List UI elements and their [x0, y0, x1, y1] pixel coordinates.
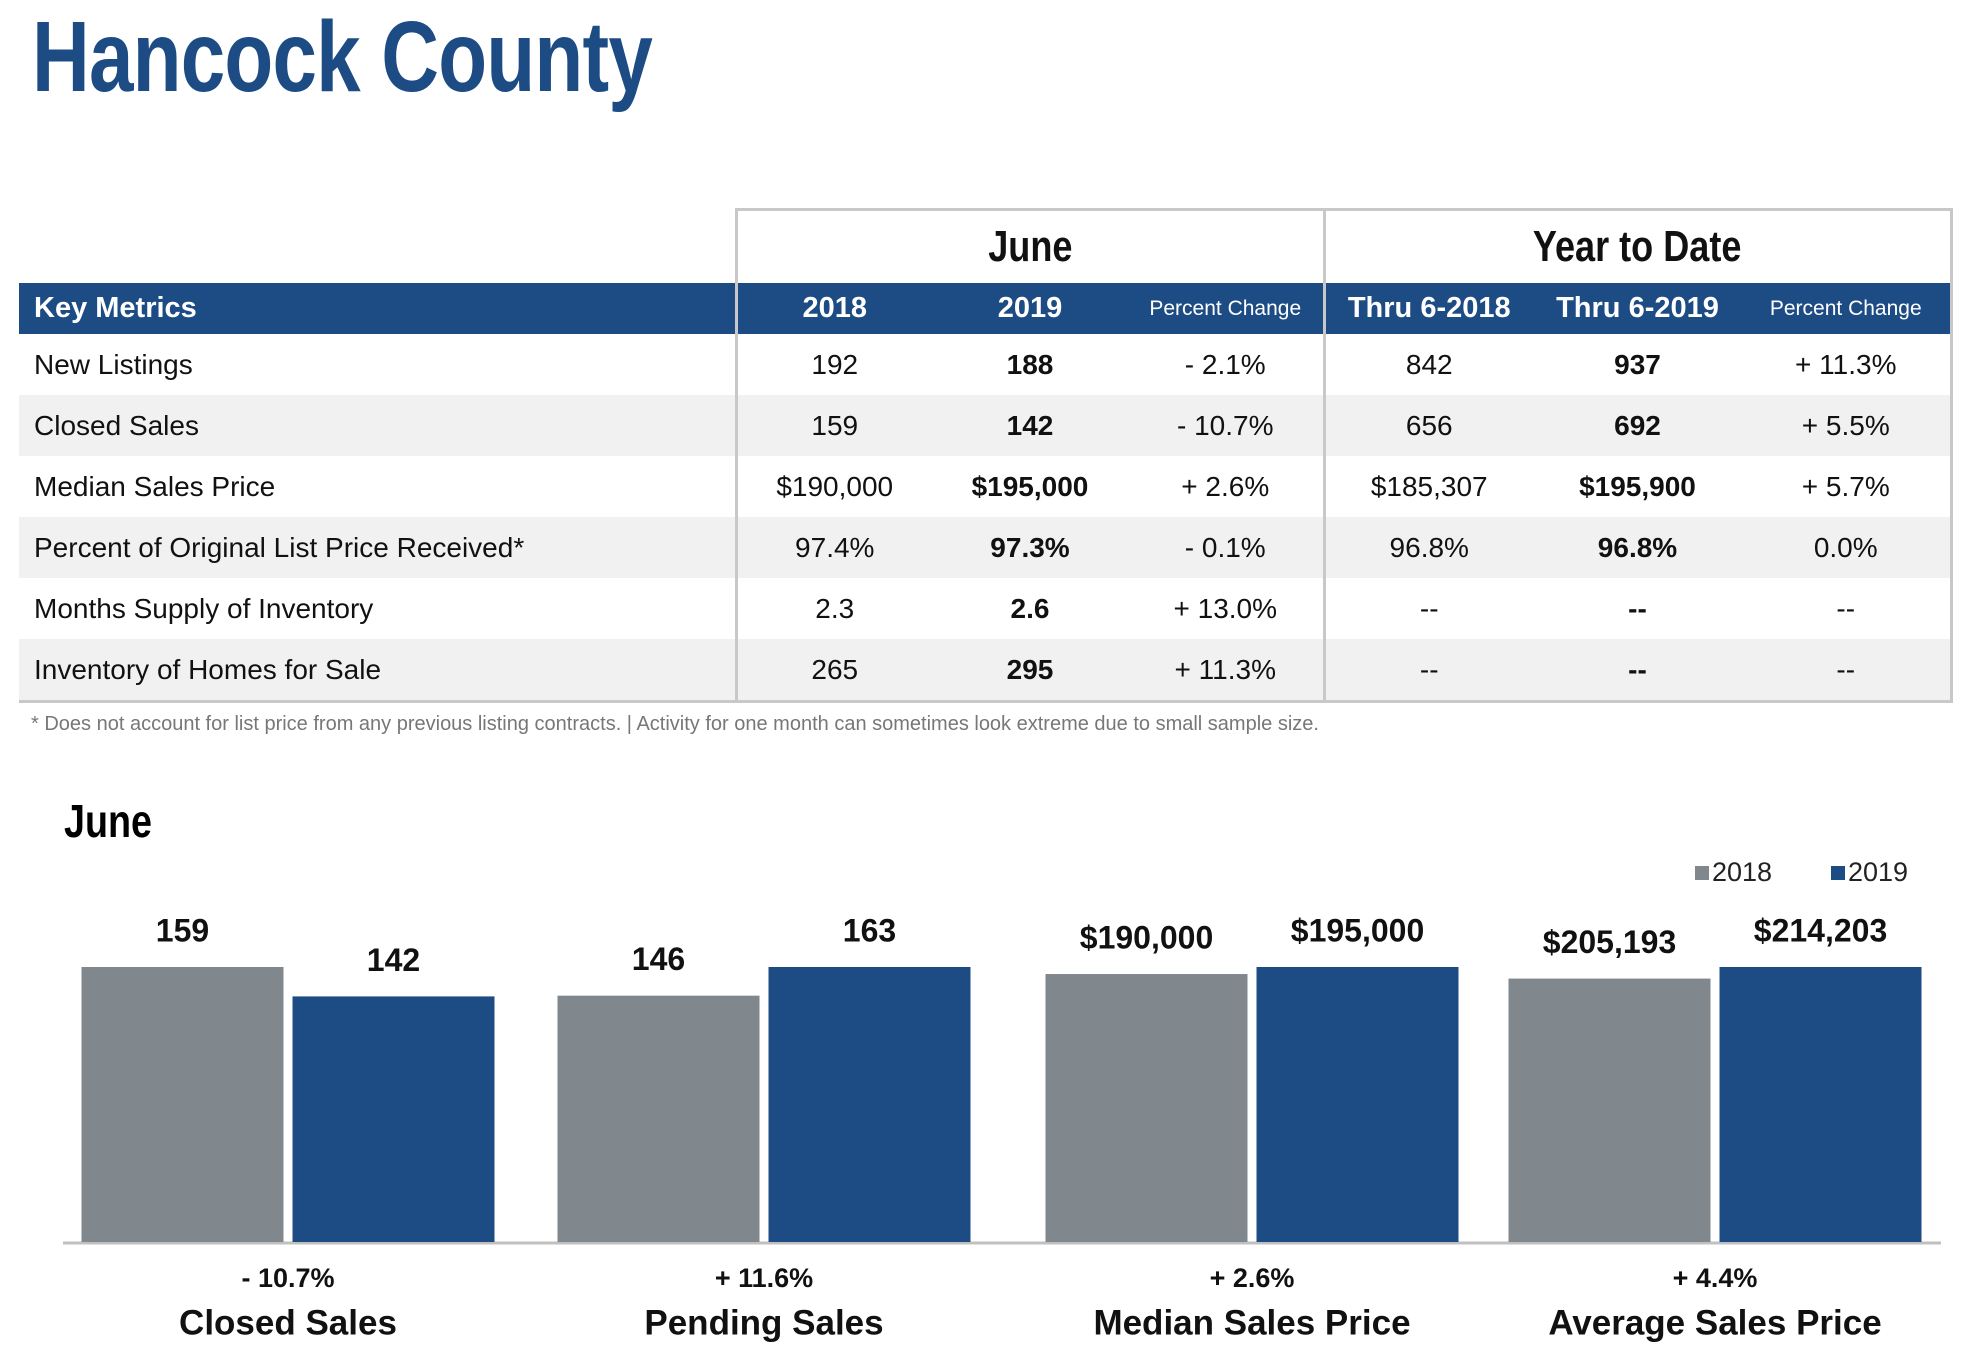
page-title: Hancock County [32, 1, 653, 113]
chart-title: Average Sales Price [1548, 1303, 1881, 1342]
cell: 692 [1533, 395, 1742, 456]
column-header: Percent Change [1742, 283, 1953, 334]
legend-label: 2018 [1712, 857, 1772, 887]
table-row: Percent of Original List Price Received*… [19, 517, 1953, 578]
column-header: Key Metrics [19, 283, 738, 334]
legend-swatch [1695, 866, 1709, 880]
row-label: Months Supply of Inventory [19, 578, 738, 639]
cell: 295 [932, 639, 1128, 703]
bar [1719, 967, 1922, 1242]
value-label: 159 [156, 912, 209, 948]
bar [1508, 978, 1711, 1242]
group-label: Year to Date [1533, 222, 1742, 271]
cell: $195,000 [971, 470, 1089, 502]
cell: $185,307 [1322, 456, 1533, 517]
cell: + 13.0% [1173, 592, 1278, 624]
blank-cell [19, 210, 736, 284]
column-header: Percent Change [1128, 283, 1324, 334]
cell: -- [1742, 639, 1953, 703]
cell: 159 [736, 395, 932, 456]
header-row: Key Metrics 2018 2019 Percent Change Thru 6-… [19, 283, 1953, 334]
value-label: 163 [843, 912, 896, 948]
chart-title: Median Sales Price [1093, 1303, 1410, 1342]
group-header: Year to Date [1322, 208, 1953, 283]
bar [1256, 967, 1459, 1242]
cell: - 10.7% [1128, 395, 1324, 456]
metrics-table: June Year to Date Key Metrics 2018 2019 Perce… [19, 208, 1953, 703]
row-label: Median Sales Price [19, 456, 738, 517]
cell: 142 [932, 395, 1128, 456]
chart: June 2018 2019 159 142 - 10.7% Closed Sales 14… [63, 796, 1941, 1342]
group-label: June [987, 222, 1073, 271]
cell: 842 [1322, 334, 1533, 395]
cell: 937 [1614, 348, 1661, 380]
table-row: Inventory of Homes for Sale 265 295 + 11.3%… [19, 639, 1953, 703]
bar [292, 996, 495, 1242]
legend-label: 2019 [1848, 857, 1908, 887]
cell: 192 [811, 348, 859, 380]
table-row: New Listings 192 188 - 2.1% 842 937 + 11.3% [19, 334, 1953, 395]
cell: + 11.3% [1742, 334, 1953, 395]
change-label: + 4.4% [1673, 1263, 1758, 1293]
section-title: June [64, 796, 152, 847]
table-row: Closed Sales 159 142- 10.7% 656 692 + 5.5% [19, 395, 1953, 456]
cell: 96.8% [1533, 517, 1742, 578]
cell: 265 [736, 639, 932, 703]
change-label: + 11.6% [715, 1263, 813, 1293]
value-label: 146 [632, 941, 685, 977]
row-label: Closed Sales [19, 395, 738, 456]
chart-title: Pending Sales [644, 1303, 883, 1342]
cell: + 5.7% [1742, 456, 1953, 517]
cell: - 0.1% [1128, 517, 1324, 578]
row-label: New Listings [19, 334, 738, 395]
table-row: Months Supply of Inventory 2.3 2.6 + 13.0% -… [19, 578, 1953, 639]
value-label: $214,203 [1754, 912, 1887, 948]
cell: 96.8% [1322, 517, 1533, 578]
cell: 97.3% [932, 517, 1128, 578]
column-header: Thru 6-2018 [1322, 283, 1533, 334]
row-label: Inventory of Homes for Sale [19, 639, 738, 703]
bar [1045, 974, 1248, 1242]
chart-title: Closed Sales [179, 1303, 397, 1342]
cell: 188 [1006, 348, 1054, 380]
column-header: 2018 [736, 283, 932, 334]
cell: 0.0% [1742, 517, 1953, 578]
group-row: June Year to Date [19, 208, 1953, 284]
cell: -- [1628, 592, 1647, 624]
value-label: 142 [367, 942, 420, 978]
cell: 97.4% [736, 517, 932, 578]
cell: 2.6 [1010, 592, 1050, 624]
legend-swatch [1831, 866, 1845, 880]
cell: -- [1322, 639, 1533, 703]
footnote: * Does not account for list price from a… [31, 713, 1319, 735]
change-label: + 2.6% [1210, 1263, 1295, 1293]
cell: 2.3 [815, 592, 855, 624]
cell: + 2.6% [1181, 470, 1270, 502]
cell: -- [1533, 639, 1742, 703]
cell: $195,900 [1579, 470, 1696, 502]
group-header: June [734, 208, 1326, 283]
cell: -- [1742, 578, 1953, 639]
bar [557, 995, 760, 1242]
bar [768, 967, 971, 1242]
table-row: Median Sales Price $190,000 $195,000 + 2.6%… [19, 456, 1953, 517]
cell: -- [1322, 578, 1533, 639]
value-label: $195,000 [1291, 912, 1424, 948]
cell: + 11.3% [1128, 639, 1324, 703]
value-label: $205,193 [1543, 924, 1676, 960]
row-label: Percent of Original List Price Received* [19, 517, 738, 578]
value-label: $190,000 [1080, 920, 1213, 956]
cell: $190,000 [776, 470, 894, 502]
column-header: 2019 [932, 283, 1128, 334]
change-label: - 10.7% [241, 1263, 334, 1293]
cell: + 5.5% [1742, 395, 1953, 456]
cell: - 2.1% [1184, 348, 1266, 380]
bar [81, 967, 284, 1242]
cell: 656 [1322, 395, 1533, 456]
column-header: Thru 6-2019 [1533, 283, 1742, 334]
